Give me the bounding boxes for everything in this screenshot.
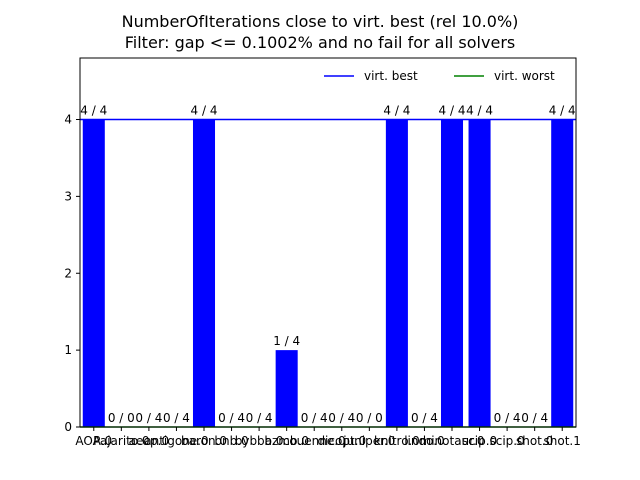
chart-title-line-2: Filter: gap <= 0.1002% and no fail for a…: [124, 33, 516, 52]
bar: [468, 119, 491, 427]
bar: [551, 119, 574, 427]
y-tick-label: 1: [64, 343, 72, 357]
x-tick-label: bnb.0: [214, 434, 248, 448]
bar-value-label: 0 / 4: [411, 411, 438, 425]
y-tick-label: 0: [64, 420, 72, 434]
x-tick-label: bzmb.0: [264, 434, 309, 448]
y-axis: 0 1 2 3 4: [64, 113, 80, 434]
legend-label: virt. worst: [494, 69, 555, 83]
x-tick-label: bybba.0: [235, 434, 284, 448]
x-tick-label: aecp.0: [129, 434, 169, 448]
bar-value-label: 4 / 4: [549, 104, 576, 118]
bar-value-label: 0 / 4: [494, 411, 521, 425]
bar-value-label: 0 / 0: [356, 411, 383, 425]
bar-value-label: 0 / 4: [218, 411, 245, 425]
x-tick-label: juniper.0: [342, 434, 395, 448]
x-tick-label: shot.0: [516, 434, 553, 448]
x-tick-label: shot.1: [544, 434, 581, 448]
x-tick-label: scip.0: [489, 434, 524, 448]
x-axis: AOA.0Pajarito.0aecp.0antigone.0baron.0bn…: [75, 427, 581, 448]
y-tick-label: 4: [64, 113, 72, 127]
bar: [82, 119, 105, 427]
x-tick-label: knitro.0: [374, 434, 420, 448]
bar-value-label: 4 / 4: [383, 104, 410, 118]
bar-value-label: 4 / 4: [466, 104, 493, 118]
bars-group: [82, 119, 574, 427]
x-tick-label: dicopt.0: [317, 434, 366, 448]
bar-value-label: 4 / 4: [191, 104, 218, 118]
bar-value-label: 0 / 4: [521, 411, 548, 425]
bar-value-label: 0 / 0: [108, 411, 135, 425]
y-tick-label: 3: [64, 189, 72, 203]
bar-value-label: 0 / 4: [163, 411, 190, 425]
reference-lines-group: [80, 118, 576, 428]
chart-title-line-1: NumberOfIterations close to virt. best (…: [121, 12, 519, 31]
bar-value-label: 1 / 4: [273, 334, 300, 348]
y-tick-label: 2: [64, 266, 72, 280]
x-tick-label: antigone.0: [144, 434, 208, 448]
bar: [440, 119, 464, 427]
x-tick-label: AOA.0: [75, 434, 112, 448]
legend: virt. best virt. worst: [324, 69, 555, 83]
x-tick-label: couenne.0: [283, 434, 346, 448]
legend-label: virt. best: [364, 69, 418, 83]
x-tick-label: scip.0: [462, 434, 497, 448]
bar-value-label: 0 / 4: [246, 411, 273, 425]
bar-value-label: 0 / 4: [301, 411, 328, 425]
x-tick-label: minotaur.0: [420, 434, 485, 448]
bar: [275, 350, 298, 427]
bar: [385, 119, 408, 427]
bar-value-label: 4 / 4: [439, 104, 466, 118]
bar-value-label: 4 / 4: [80, 104, 107, 118]
plot-frame: [79, 57, 577, 428]
x-tick-label: baron.0: [181, 434, 227, 448]
bar: [192, 119, 216, 427]
x-tick-label: Pajarito.0: [93, 434, 149, 448]
bar-value-label: 0 / 4: [135, 411, 162, 425]
x-tick-label: lindo.0: [404, 434, 444, 448]
bar-value-label: 0 / 4: [328, 411, 355, 425]
